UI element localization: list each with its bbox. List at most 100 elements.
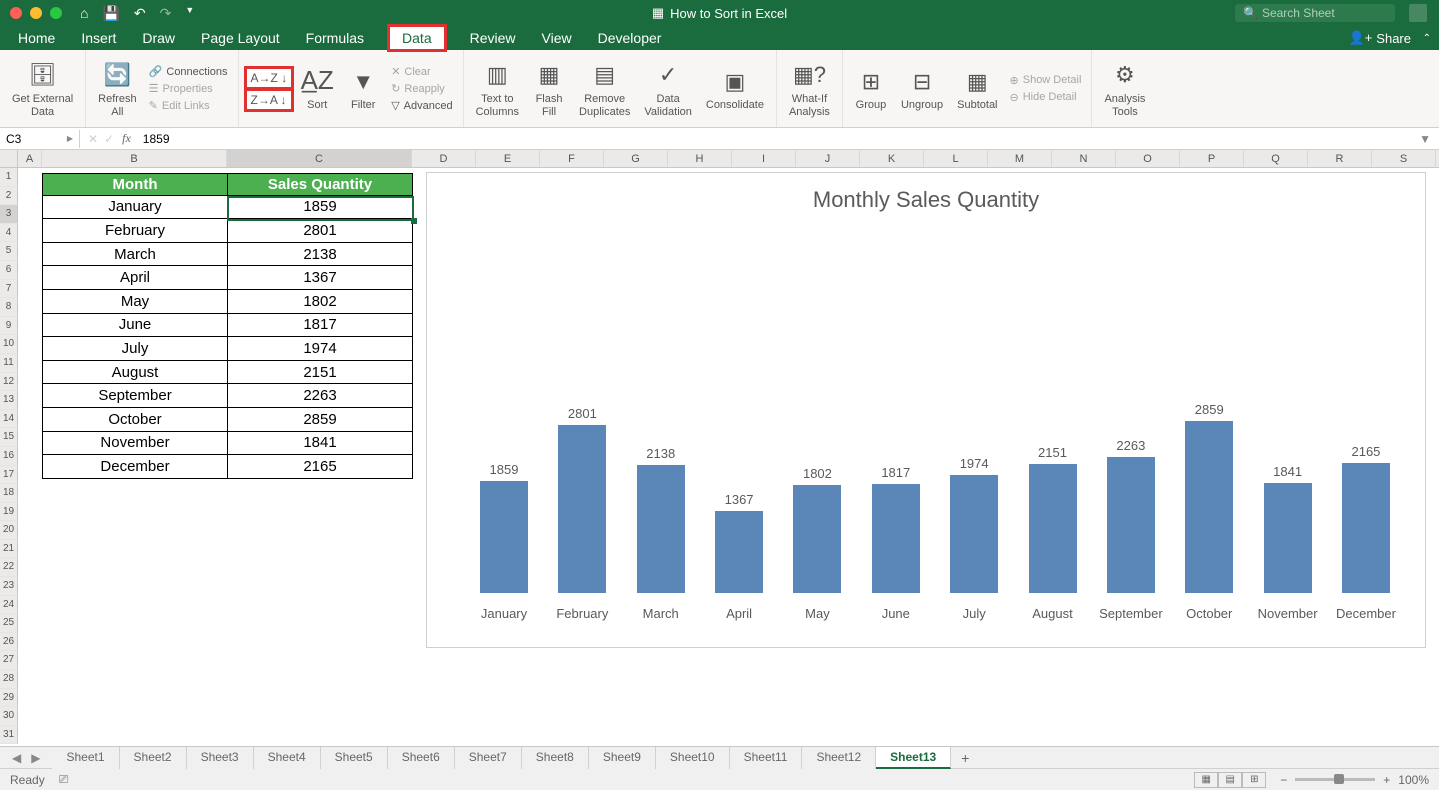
tab-data[interactable]: Data	[390, 27, 444, 49]
table-cell[interactable]: April	[43, 266, 228, 290]
table-cell[interactable]: 1859	[228, 195, 413, 219]
row-header-14[interactable]: 14	[0, 410, 18, 429]
qat-dropdown-icon[interactable]: ▼	[185, 5, 194, 22]
chart-bar[interactable]: 2801	[543, 406, 621, 593]
chart-bar[interactable]: 1817	[857, 465, 935, 593]
show-detail-button[interactable]: ⊕Show Detail	[1008, 73, 1084, 88]
name-box[interactable]: C3▶	[0, 130, 80, 148]
table-cell[interactable]: 1802	[228, 289, 413, 313]
row-header-31[interactable]: 31	[0, 726, 18, 745]
chart-bar[interactable]: 2138	[622, 446, 700, 593]
sheet-tab-sheet12[interactable]: Sheet12	[802, 747, 876, 769]
tab-review[interactable]: Review	[470, 30, 516, 46]
chart-bar[interactable]: 1841	[1249, 464, 1327, 593]
consolidate-button[interactable]: ▣Consolidate	[702, 63, 768, 114]
col-header-F[interactable]: F	[540, 150, 604, 167]
macro-record-icon[interactable]: ⎚	[59, 772, 69, 787]
zoom-slider[interactable]	[1295, 778, 1375, 781]
col-header-G[interactable]: G	[604, 150, 668, 167]
page-layout-view-button[interactable]: ▤	[1218, 772, 1242, 788]
get-external-data-button[interactable]: 🗄Get External Data	[8, 57, 77, 120]
normal-view-button[interactable]: ▦	[1194, 772, 1218, 788]
sheet-tab-sheet2[interactable]: Sheet2	[120, 747, 187, 769]
col-header-S[interactable]: S	[1372, 150, 1436, 167]
accept-formula-icon[interactable]: ✓	[104, 132, 114, 146]
table-cell[interactable]: December	[43, 455, 228, 479]
data-validation-button[interactable]: ✓Data Validation	[640, 57, 696, 120]
col-header-K[interactable]: K	[860, 150, 924, 167]
chart-bar[interactable]: 1802	[778, 466, 856, 593]
row-header-12[interactable]: 12	[0, 373, 18, 392]
col-header-N[interactable]: N	[1052, 150, 1116, 167]
col-header-P[interactable]: P	[1180, 150, 1244, 167]
row-header-6[interactable]: 6	[0, 261, 18, 280]
save-icon[interactable]: 💾	[102, 5, 119, 22]
zoom-out-button[interactable]: −	[1280, 773, 1287, 787]
redo-icon[interactable]: ↷	[160, 5, 172, 22]
col-header-I[interactable]: I	[732, 150, 796, 167]
home-icon[interactable]: ⌂	[80, 5, 88, 22]
add-sheet-button[interactable]: +	[951, 750, 979, 766]
row-header-3[interactable]: 3	[0, 205, 18, 224]
row-header-2[interactable]: 2	[0, 187, 18, 206]
table-cell[interactable]: May	[43, 289, 228, 313]
table-cell[interactable]: 1974	[228, 337, 413, 361]
filter-button[interactable]: ▼Filter	[343, 63, 383, 114]
table-cell[interactable]: 2263	[228, 384, 413, 408]
table-header-qty[interactable]: Sales Quantity	[228, 173, 413, 195]
tab-page-layout[interactable]: Page Layout	[201, 30, 280, 46]
fill-handle[interactable]	[411, 218, 417, 224]
row-header-26[interactable]: 26	[0, 633, 18, 652]
row-header-5[interactable]: 5	[0, 242, 18, 261]
col-header-R[interactable]: R	[1308, 150, 1372, 167]
remove-duplicates-button[interactable]: ▤Remove Duplicates	[575, 57, 634, 120]
col-header-D[interactable]: D	[412, 150, 476, 167]
analysis-tools-button[interactable]: ⚙Analysis Tools	[1100, 57, 1149, 120]
sheet-tab-sheet1[interactable]: Sheet1	[52, 747, 119, 769]
sheet-tab-sheet3[interactable]: Sheet3	[187, 747, 254, 769]
chart-bar[interactable]: 2859	[1170, 402, 1248, 593]
sheet-tab-sheet5[interactable]: Sheet5	[321, 747, 388, 769]
zoom-in-button[interactable]: +	[1383, 773, 1390, 787]
sheet-tab-sheet8[interactable]: Sheet8	[522, 747, 589, 769]
chart-bar[interactable]: 2165	[1327, 444, 1405, 593]
row-header-24[interactable]: 24	[0, 596, 18, 615]
sort-button[interactable]: A̲ZSort	[297, 63, 337, 114]
row-header-13[interactable]: 13	[0, 391, 18, 410]
sheet-nav-next-icon[interactable]: ▶	[31, 751, 40, 765]
table-header-month[interactable]: Month	[43, 173, 228, 195]
chart-bar[interactable]: 2263	[1092, 438, 1170, 593]
table-cell[interactable]: November	[43, 431, 228, 455]
hide-detail-button[interactable]: ⊖Hide Detail	[1008, 90, 1084, 105]
user-account-icon[interactable]	[1409, 4, 1427, 22]
what-if-button[interactable]: ▦?What-If Analysis	[785, 57, 834, 120]
table-cell[interactable]: October	[43, 407, 228, 431]
tab-home[interactable]: Home	[18, 30, 55, 46]
fx-icon[interactable]: fx	[122, 131, 139, 146]
col-header-J[interactable]: J	[796, 150, 860, 167]
row-header-19[interactable]: 19	[0, 503, 18, 522]
col-header-L[interactable]: L	[924, 150, 988, 167]
row-header-18[interactable]: 18	[0, 484, 18, 503]
row-header-30[interactable]: 30	[0, 707, 18, 726]
col-header-M[interactable]: M	[988, 150, 1052, 167]
row-header-25[interactable]: 25	[0, 614, 18, 633]
row-header-27[interactable]: 27	[0, 651, 18, 670]
row-header-7[interactable]: 7	[0, 280, 18, 299]
col-header-C[interactable]: C	[227, 150, 412, 167]
formula-input[interactable]: 1859	[139, 132, 1411, 146]
sort-descending-button[interactable]: Z→A ↓	[247, 91, 292, 109]
chart-bar[interactable]: 1367	[700, 492, 778, 593]
sheet-tab-sheet13[interactable]: Sheet13	[876, 747, 951, 769]
table-cell[interactable]: 2801	[228, 219, 413, 243]
col-header-A[interactable]: A	[18, 150, 42, 167]
row-header-29[interactable]: 29	[0, 689, 18, 708]
tab-developer[interactable]: Developer	[598, 30, 662, 46]
sheet-nav-prev-icon[interactable]: ◀	[12, 751, 21, 765]
flash-fill-button[interactable]: ▦Flash Fill	[529, 57, 569, 120]
chart-monthly-sales[interactable]: Monthly Sales Quantity 18592801213813671…	[426, 172, 1426, 648]
row-header-23[interactable]: 23	[0, 577, 18, 596]
group-button[interactable]: ⊞Group	[851, 63, 891, 114]
chart-bar[interactable]: 2151	[1014, 445, 1092, 593]
sheet-tab-sheet4[interactable]: Sheet4	[254, 747, 321, 769]
